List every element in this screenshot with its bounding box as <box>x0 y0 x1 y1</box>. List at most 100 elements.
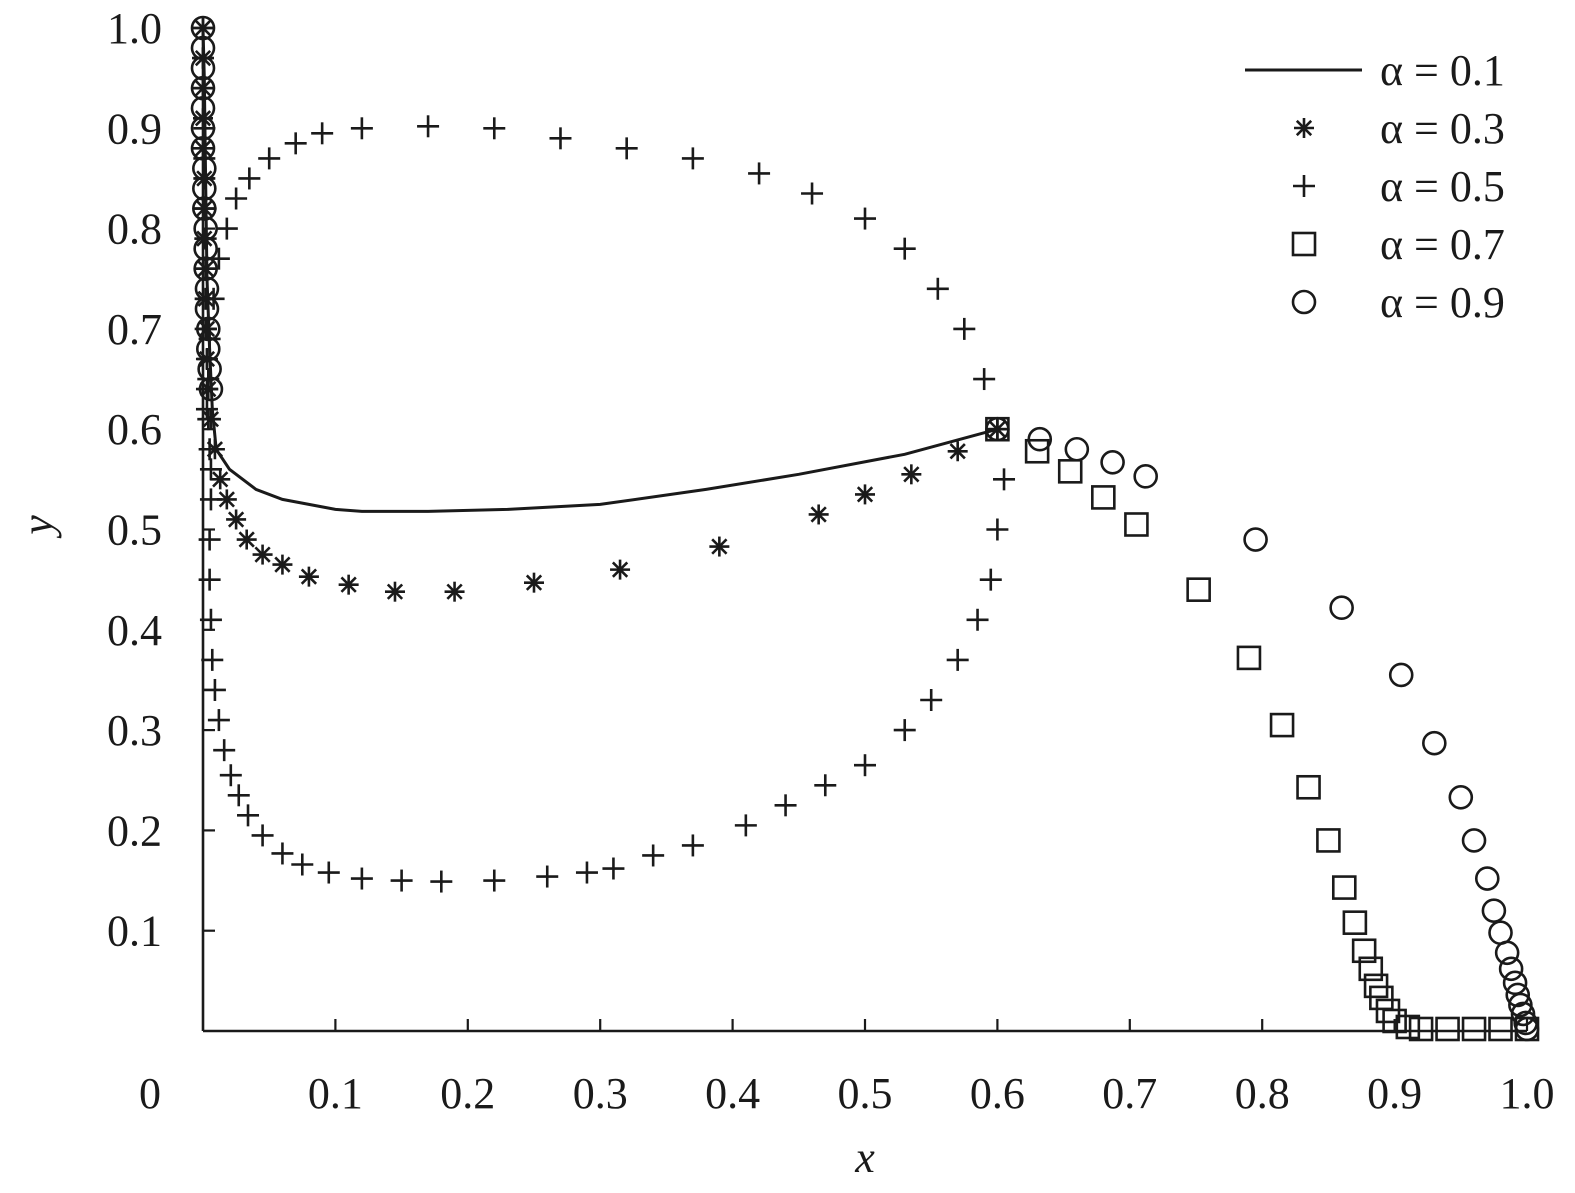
data-point <box>271 842 294 865</box>
data-point <box>199 458 222 481</box>
data-point <box>808 504 829 525</box>
data-point <box>215 217 238 240</box>
data-point <box>524 572 544 593</box>
data-point <box>986 418 1009 441</box>
y-tick-label: 0.4 <box>107 606 162 655</box>
data-point <box>1498 956 1524 982</box>
data-point <box>1461 828 1487 853</box>
data-point <box>709 536 730 557</box>
data-point <box>979 568 1002 591</box>
data-point <box>444 581 465 602</box>
data-point <box>893 237 916 260</box>
legend-label: α = 0.5 <box>1380 162 1505 211</box>
series-5 <box>190 15 1540 1042</box>
data-point <box>201 648 224 671</box>
y-tick-label: 0.3 <box>107 706 162 755</box>
data-point <box>1369 985 1394 1011</box>
data-point <box>350 867 373 890</box>
data-point <box>199 488 222 511</box>
legend-item: α = 0.1 <box>1245 46 1505 95</box>
data-point <box>1382 1008 1407 1034</box>
data-point <box>298 566 319 587</box>
x-tick-label: 0.2 <box>440 1069 495 1118</box>
data-point <box>236 529 257 550</box>
data-point <box>194 197 217 220</box>
x-tick-label: 0.4 <box>705 1069 760 1118</box>
data-point <box>1331 875 1357 900</box>
data-point <box>734 814 757 837</box>
data-point <box>901 464 922 485</box>
data-point <box>198 376 224 402</box>
legend-item: α = 0.7 <box>1291 220 1505 269</box>
data-point <box>1236 645 1262 671</box>
data-point <box>985 416 1010 442</box>
x-tick-label: 0.5 <box>838 1069 893 1118</box>
data-point <box>198 438 221 461</box>
y-tick-label: 0.5 <box>107 506 162 555</box>
data-point <box>1296 774 1321 800</box>
data-point <box>195 336 221 362</box>
data-point <box>190 75 216 101</box>
data-point <box>1124 512 1149 537</box>
data-point <box>219 764 242 787</box>
data-point <box>1316 828 1341 853</box>
legend-marker-swatch <box>1291 231 1317 257</box>
y-tick-label: 0.1 <box>107 907 162 956</box>
data-point <box>390 869 413 892</box>
data-point <box>610 559 631 580</box>
data-point <box>801 182 824 205</box>
data-point <box>193 138 213 159</box>
x-tick-label: 0 <box>139 1069 161 1118</box>
data-point <box>252 544 273 565</box>
data-point <box>1435 1016 1460 1042</box>
data-point <box>1481 898 1507 923</box>
data-point <box>192 176 217 201</box>
series-1 <box>201 27 998 513</box>
legend-marker-swatch <box>1293 175 1315 197</box>
data-point <box>1186 577 1211 602</box>
data-point <box>197 356 222 382</box>
data-point <box>190 116 216 141</box>
x-tick-label: 0.7 <box>1102 1069 1157 1118</box>
data-point <box>203 678 226 701</box>
y-tick-label: 0.8 <box>107 205 162 254</box>
data-point <box>317 861 340 884</box>
data-point <box>1064 436 1090 462</box>
data-point <box>192 17 214 39</box>
data-point <box>350 117 373 140</box>
data-point <box>774 794 797 817</box>
legend-item: α = 0.9 <box>1291 278 1505 327</box>
data-point <box>575 861 598 884</box>
series-line-alpha-0.1 <box>201 27 998 513</box>
data-point <box>1488 1016 1513 1042</box>
data-point <box>642 844 665 867</box>
data-point <box>615 137 638 160</box>
data-point <box>1448 785 1474 810</box>
data-point <box>893 719 916 742</box>
y-tick-label: 1.0 <box>107 4 162 53</box>
data-point <box>1494 940 1520 966</box>
legend: α = 0.1 α = 0.3 α = 0.5 α = 0.7 α = 0.9 <box>1245 46 1505 327</box>
data-point <box>195 316 221 342</box>
data-point <box>953 317 976 340</box>
data-point <box>855 484 875 505</box>
data-point <box>311 122 334 145</box>
data-point <box>190 136 216 161</box>
data-point <box>1057 459 1083 484</box>
data-point <box>681 147 704 170</box>
data-point <box>284 132 307 155</box>
data-point <box>1100 449 1125 475</box>
data-point <box>854 207 876 230</box>
data-point <box>417 115 440 138</box>
data-point <box>193 236 218 261</box>
data-point <box>549 127 572 150</box>
data-point <box>192 77 214 100</box>
data-point <box>681 834 704 857</box>
data-point <box>192 156 217 181</box>
data-point <box>973 368 996 391</box>
data-point <box>1027 426 1053 452</box>
legend-label: α = 0.7 <box>1380 220 1505 269</box>
data-point <box>1388 662 1414 688</box>
data-point <box>1243 527 1268 552</box>
